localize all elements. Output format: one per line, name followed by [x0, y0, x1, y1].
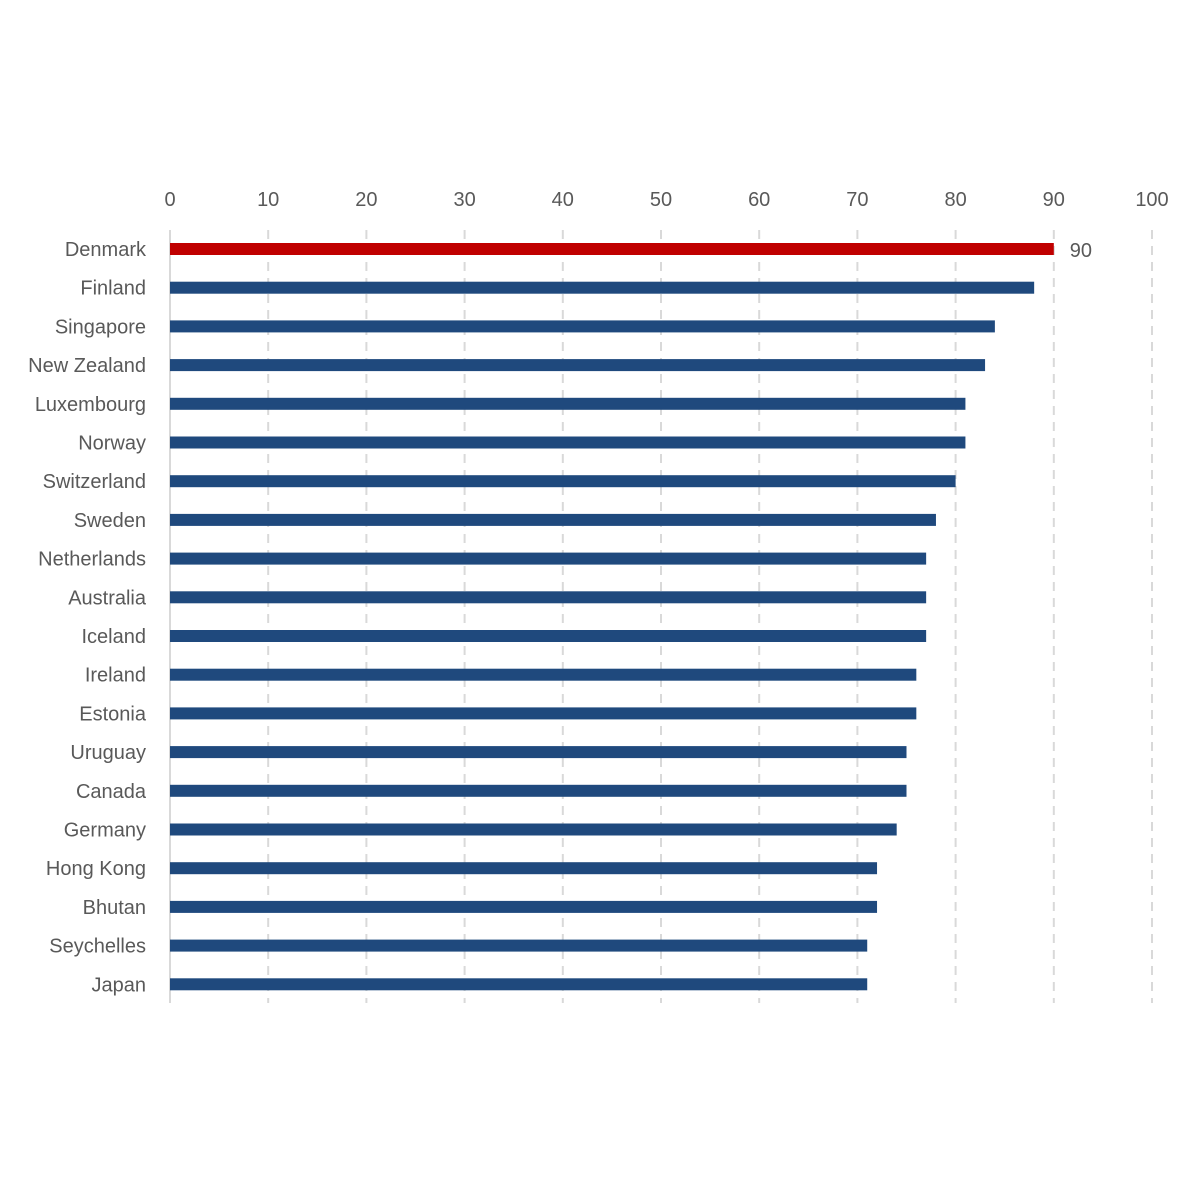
bar-canada: [170, 784, 907, 797]
bar-bhutan: [170, 900, 878, 913]
category-label: Switzerland: [43, 471, 146, 493]
category-label: Norway: [78, 433, 146, 455]
x-tick-label: 10: [257, 189, 279, 211]
category-label: Hong Kong: [46, 858, 146, 880]
x-tick-label: 90: [1043, 189, 1065, 211]
category-label: Denmark: [65, 239, 147, 261]
category-label: Sweden: [74, 510, 146, 532]
x-tick-label: 50: [650, 189, 672, 211]
x-tick-label: 40: [552, 189, 574, 211]
bar-new-zealand: [170, 359, 986, 372]
bar-finland: [170, 281, 1035, 294]
bar-ireland: [170, 668, 917, 681]
bar-germany: [170, 823, 897, 836]
bar-norway: [170, 436, 966, 449]
data-label: 90: [1070, 240, 1092, 262]
x-tick-label: 30: [453, 189, 475, 211]
x-tick-label: 20: [355, 189, 377, 211]
data-labels: 90: [1070, 240, 1092, 262]
x-tick-label: 80: [944, 189, 966, 211]
category-label: Luxembourg: [35, 394, 146, 416]
bar-japan: [170, 978, 868, 991]
grid-layer: [169, 230, 1153, 1003]
category-label: Japan: [92, 974, 147, 996]
category-label: New Zealand: [28, 355, 146, 377]
x-tick-label: 0: [164, 189, 175, 211]
bar-hong-kong: [170, 862, 878, 875]
bar-denmark: [170, 243, 1054, 255]
category-label: Estonia: [79, 703, 147, 725]
category-label: Canada: [76, 781, 147, 803]
bars-layer: [170, 243, 1054, 991]
bar-estonia: [170, 707, 917, 720]
category-label: Iceland: [82, 626, 147, 648]
x-tick-label: 60: [748, 189, 770, 211]
category-labels: Denmark Finland Singapore New Zealand Luxemb…: [28, 239, 147, 996]
category-label: Bhutan: [83, 897, 146, 919]
category-label: Netherlands: [38, 549, 146, 571]
bar-seychelles: [170, 939, 868, 952]
x-tick-label: 70: [846, 189, 868, 211]
category-label: Seychelles: [49, 936, 146, 958]
bar-iceland: [170, 630, 927, 642]
bar-sweden: [170, 513, 936, 526]
category-label: Ireland: [85, 665, 146, 687]
bar-australia: [170, 591, 927, 604]
bar-singapore: [170, 320, 995, 333]
x-axis-ticks: 0 10 20 30 40 50 60 70 80 90 100: [164, 189, 1168, 211]
bar-luxembourg: [170, 397, 966, 410]
category-label: Uruguay: [70, 742, 146, 764]
category-label: Singapore: [55, 316, 146, 338]
bar-uruguay: [170, 746, 907, 759]
category-label: Finland: [80, 278, 146, 300]
x-tick-label: 100: [1135, 189, 1168, 211]
bar-netherlands: [170, 552, 927, 565]
category-label: Australia: [68, 587, 147, 609]
bar-switzerland: [170, 475, 956, 488]
category-label: Germany: [64, 820, 146, 842]
